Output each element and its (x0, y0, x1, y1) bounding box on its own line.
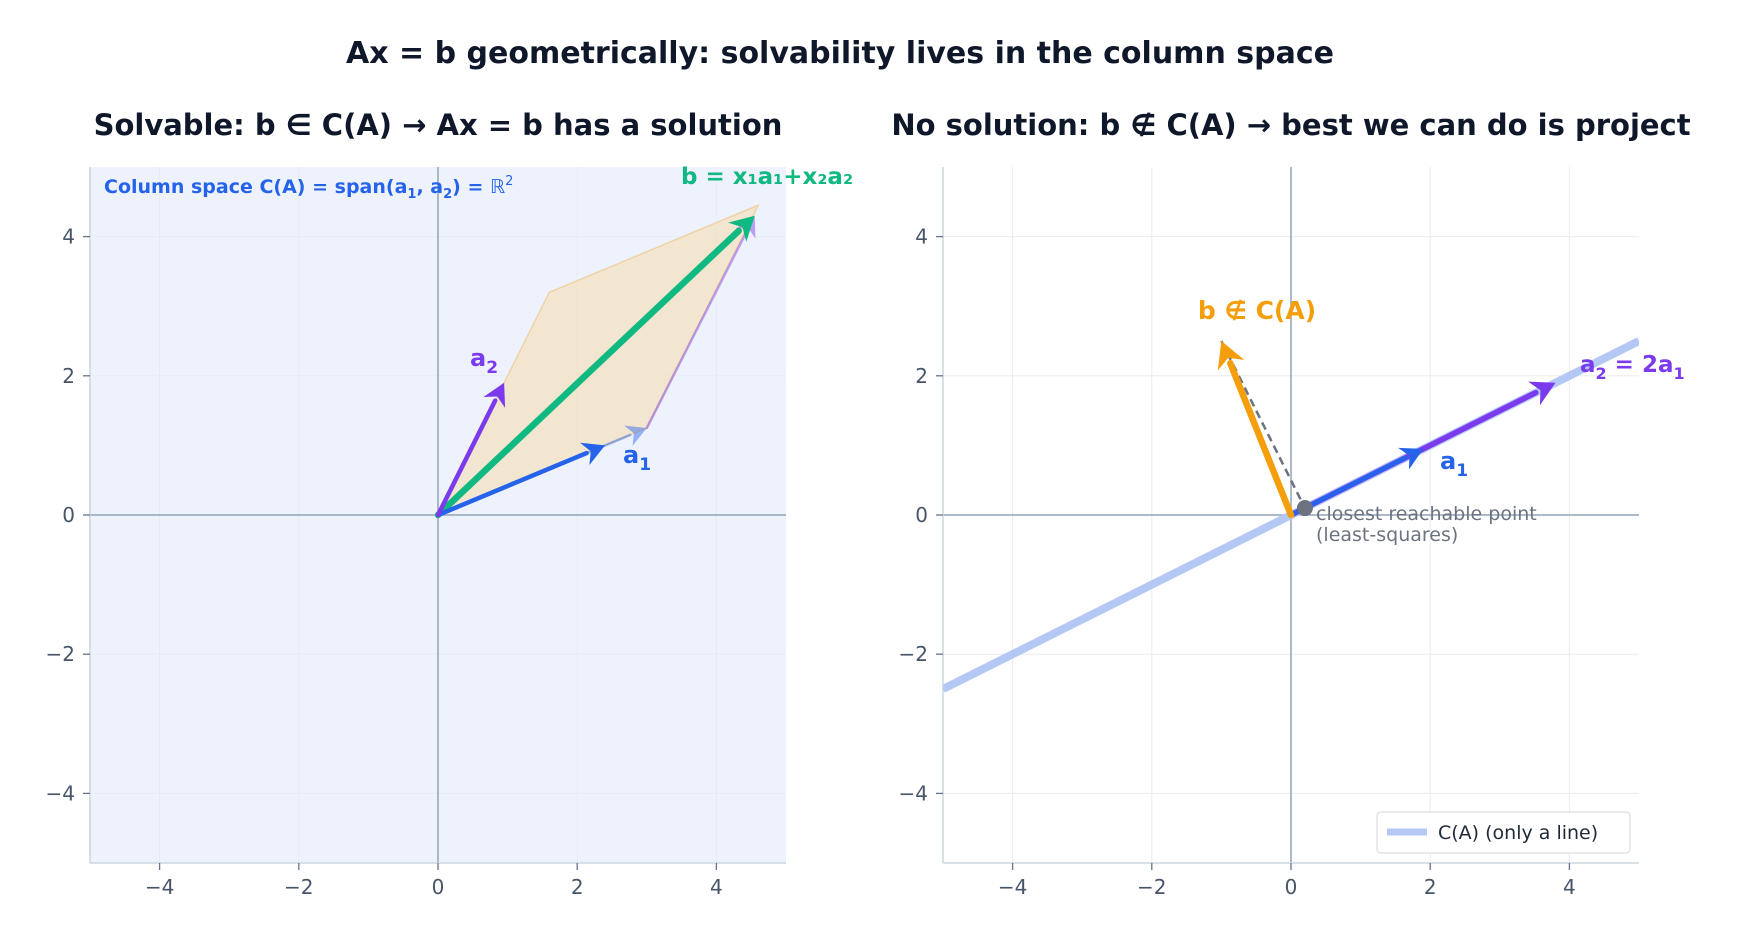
left-xtick-label: 2 (571, 875, 584, 899)
column-space-annotation: Column space C(A) = span(a1, a2) = ℝ2 (104, 174, 513, 202)
left-ytick-label: −4 (46, 781, 75, 805)
left-vectors (434, 215, 755, 519)
right-xtick-label: 2 (1424, 875, 1437, 899)
b-outside-vector-shaft (1227, 360, 1295, 519)
b-vector-shaft (434, 227, 742, 519)
legend: C(A) (only a line) (1376, 811, 1631, 854)
left-xtick-label: −2 (284, 875, 313, 899)
right-panel: −4 −2 0 2 4 −4 −2 0 2 4 b ∉ C(A) a2 = 2a1 a1 clos… (899, 167, 1685, 899)
right-ytick-label: 4 (915, 225, 928, 249)
a1-vector (435, 442, 606, 518)
right-a2-label: a2 = 2a1 (1580, 352, 1685, 383)
projection-annotation-line1: closest reachable point (1316, 503, 1537, 525)
right-plot-area (943, 337, 1639, 693)
left-panel-title: Solvable: b ∈ C(A) → Ax = b has a soluti… (94, 108, 783, 142)
right-a1-label: a1 (1440, 447, 1468, 481)
a1-scaled-copy-head (624, 425, 647, 446)
a1-vector-right-head (1398, 447, 1424, 470)
a2-vector (435, 382, 506, 518)
left-ytick-label: 2 (62, 364, 75, 388)
left-ytick-label: 4 (62, 225, 75, 249)
legend-box (1376, 811, 1631, 854)
a2-shifted-copy-shaft (645, 230, 748, 430)
a2-vector-shaft (435, 398, 498, 518)
b-outside-vector-head (1217, 341, 1245, 371)
left-xtick-label: 4 (710, 875, 723, 899)
right-ytick-label: 0 (915, 503, 928, 527)
right-ytick-label: −2 (899, 642, 928, 666)
legend-label: C(A) (only a line) (1438, 822, 1598, 844)
a2-equals-2a1-vector-head (1528, 381, 1556, 406)
right-xtick-label: −4 (998, 875, 1027, 899)
left-xtick-label: 0 (432, 875, 445, 899)
right-vectors (1217, 341, 1556, 519)
a1-vector-shaft (435, 450, 589, 518)
figure-title: Ax = b geometrically: solvability lives … (346, 36, 1334, 71)
a1-vector-head (580, 442, 606, 466)
right-ticks: −4 −2 0 2 4 −4 −2 0 2 4 (899, 225, 1576, 899)
left-panel: −4 −2 0 2 4 −4 −2 0 2 4 Column space C(A) = span(… (46, 164, 854, 899)
projection-point (1296, 500, 1313, 517)
projection-annotation-line2: (least-squares) (1316, 524, 1458, 546)
left-ytick-label: 0 (62, 503, 75, 527)
b-vector (434, 215, 755, 519)
left-xtick-label: −4 (145, 875, 174, 899)
left-plot-area (434, 203, 760, 519)
right-xtick-label: 0 (1285, 875, 1298, 899)
left-a1-label: a1 (623, 441, 651, 475)
left-ticks: −4 −2 0 2 4 −4 −2 0 2 4 (46, 225, 723, 899)
a2-vector-head (483, 382, 506, 408)
b-vector-head (728, 215, 755, 242)
right-xtick-label: −2 (1137, 875, 1166, 899)
right-panel-title: No solution: b ∉ C(A) → best we can do i… (891, 108, 1690, 142)
left-a2-label: a2 (470, 344, 498, 378)
right-ytick-label: 2 (915, 364, 928, 388)
left-ytick-label: −2 (46, 642, 75, 666)
left-b-label: b = x₁a₁+x₂a₂ (681, 164, 853, 190)
b-outside-vector (1217, 341, 1295, 519)
right-b-label: b ∉ C(A) (1198, 296, 1316, 325)
right-ytick-label: −4 (899, 781, 928, 805)
right-xtick-label: 4 (1563, 875, 1576, 899)
